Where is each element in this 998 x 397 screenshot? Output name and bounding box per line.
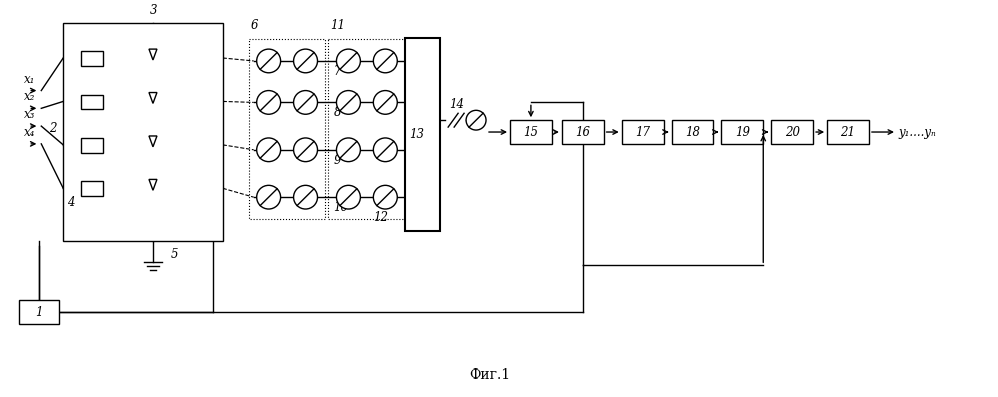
Text: 1: 1 (36, 306, 43, 319)
Text: 18: 18 (685, 126, 700, 139)
Text: x₄: x₄ (24, 126, 36, 139)
Text: Фиг.1: Фиг.1 (469, 368, 511, 382)
Bar (827, 120, 869, 144)
Text: 11: 11 (330, 19, 345, 33)
Circle shape (256, 138, 280, 162)
Text: 5: 5 (171, 249, 179, 261)
Bar (81, 138, 103, 153)
Circle shape (293, 49, 317, 73)
Text: y₁....yₙ: y₁....yₙ (899, 126, 937, 139)
Text: 13: 13 (409, 129, 424, 141)
Circle shape (293, 91, 317, 114)
Text: 16: 16 (575, 126, 590, 139)
Bar (19, 300, 59, 324)
Text: 3: 3 (150, 4, 158, 17)
Bar (771, 120, 813, 144)
Circle shape (256, 49, 280, 73)
Circle shape (373, 91, 397, 114)
Circle shape (336, 91, 360, 114)
Circle shape (256, 185, 280, 209)
Polygon shape (149, 93, 157, 103)
Text: 20: 20 (784, 126, 799, 139)
Circle shape (336, 185, 360, 209)
Circle shape (373, 138, 397, 162)
Bar (562, 120, 604, 144)
Text: 4: 4 (67, 196, 75, 209)
Circle shape (466, 110, 486, 130)
Circle shape (293, 138, 317, 162)
Text: 6: 6 (250, 19, 258, 33)
Text: 17: 17 (635, 126, 650, 139)
Bar (81, 181, 103, 196)
Text: 9: 9 (333, 154, 341, 167)
Text: x₁: x₁ (24, 73, 36, 86)
Bar (622, 120, 664, 144)
Circle shape (293, 185, 317, 209)
Polygon shape (149, 136, 157, 147)
Circle shape (256, 91, 280, 114)
Text: 8: 8 (333, 106, 341, 119)
Text: 21: 21 (840, 126, 855, 139)
Bar (672, 120, 714, 144)
Text: 10: 10 (333, 201, 348, 214)
Polygon shape (149, 49, 157, 60)
Text: 14: 14 (449, 98, 464, 111)
Bar (510, 120, 552, 144)
Text: 2: 2 (49, 122, 57, 135)
Text: 12: 12 (373, 211, 388, 224)
Circle shape (336, 49, 360, 73)
Bar (722, 120, 763, 144)
Bar (81, 51, 103, 66)
Circle shape (373, 185, 397, 209)
Text: x₃: x₃ (24, 108, 36, 121)
Circle shape (373, 49, 397, 73)
Bar (63, 23, 223, 241)
Circle shape (336, 138, 360, 162)
Polygon shape (149, 179, 157, 190)
Text: 15: 15 (523, 126, 538, 139)
Bar (405, 38, 440, 231)
Text: 7: 7 (333, 65, 341, 78)
Text: x₂: x₂ (24, 91, 36, 104)
Text: 19: 19 (735, 126, 749, 139)
Bar (81, 94, 103, 109)
